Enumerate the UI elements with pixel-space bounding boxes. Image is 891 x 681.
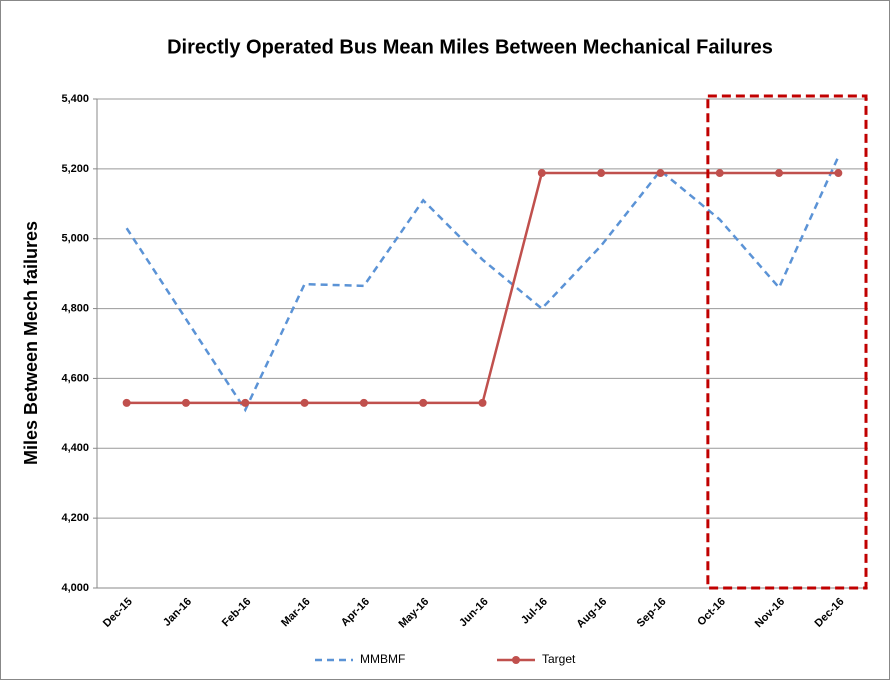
legend-marker	[512, 656, 520, 664]
y-tick-label: 4,400	[61, 442, 89, 454]
legend-label: MMBMF	[360, 652, 405, 666]
series-line	[125, 156, 840, 413]
series-marker	[359, 398, 368, 407]
series-marker	[300, 398, 309, 407]
y-tick-label: 4,200	[61, 512, 89, 524]
series-marker	[775, 169, 784, 178]
highlight-box	[706, 94, 868, 590]
series-marker	[478, 398, 487, 407]
series-marker	[656, 169, 665, 178]
series-marker	[715, 169, 724, 178]
series-marker	[834, 169, 843, 178]
legend-label: Target	[542, 652, 576, 666]
y-tick-label: 5,200	[61, 163, 89, 175]
y-tick-label: 4,600	[61, 372, 89, 384]
series-marker	[122, 398, 131, 407]
y-tick-label: 4,000	[61, 582, 89, 594]
y-axis-label: Miles Between Mech failures	[21, 221, 41, 465]
y-tick-label: 5,400	[61, 93, 89, 105]
y-tick-label: 5,000	[61, 233, 89, 245]
y-tick-label: 4,800	[61, 302, 89, 314]
series-marker	[181, 398, 190, 407]
series-marker	[241, 398, 250, 407]
series-marker	[597, 169, 606, 178]
chart-title: Directly Operated Bus Mean Miles Between…	[167, 36, 773, 58]
series-marker	[419, 398, 428, 407]
series-marker	[537, 169, 546, 178]
